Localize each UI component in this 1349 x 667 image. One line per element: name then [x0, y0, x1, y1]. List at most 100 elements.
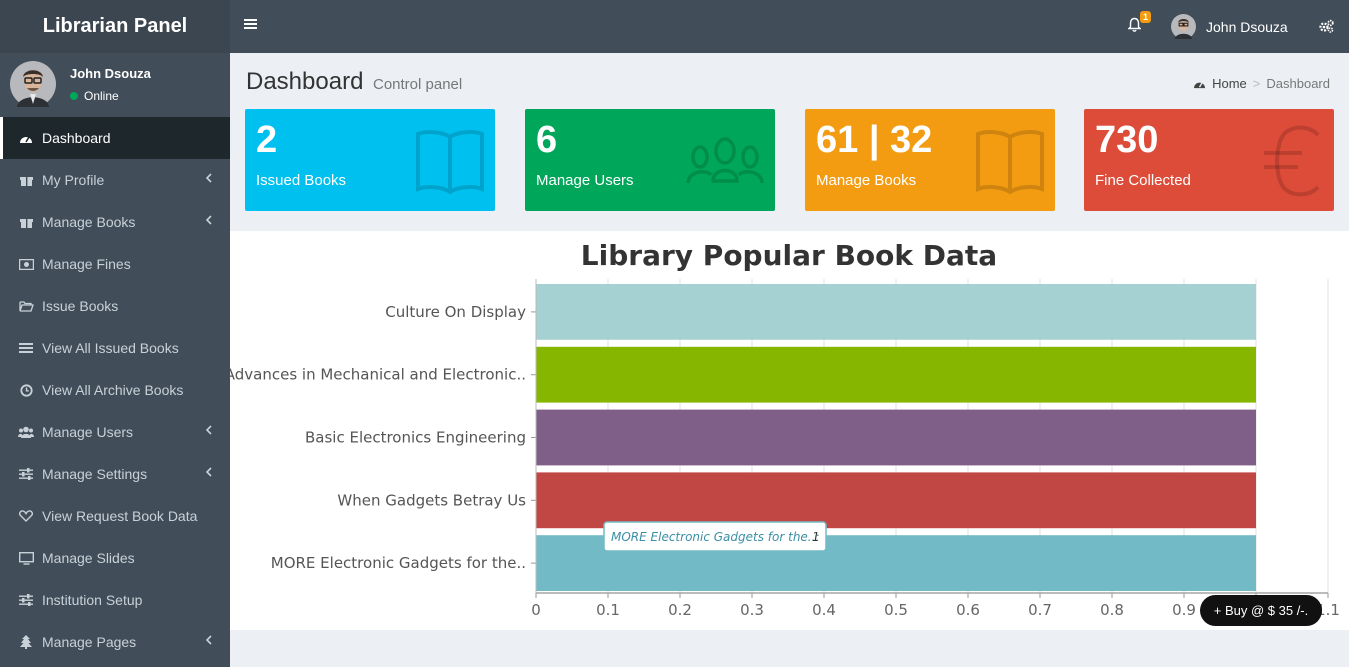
sidebar-item-view-issued-books[interactable]: View All Issued Books: [0, 327, 230, 369]
sidebar-item-label: Manage Fines: [42, 256, 131, 272]
bar: [536, 472, 1256, 529]
user-panel: John Dsouza Online: [0, 53, 230, 117]
users-icon: [18, 424, 34, 440]
chart-tooltip-label: MORE Electronic Gadgets for the..:: [611, 530, 819, 544]
manage-users-box[interactable]: 6 Manage Users: [525, 109, 775, 211]
sliders-icon: [18, 592, 34, 608]
x-tick-label: 0.3: [740, 601, 764, 619]
x-tick-label: 0.5: [884, 601, 908, 619]
chevron-left-icon: [205, 635, 212, 645]
chevron-left-icon: [205, 425, 212, 435]
sidebar-item-issue-books[interactable]: Issue Books: [0, 285, 230, 327]
euro-icon: [1264, 125, 1320, 197]
user-status-label: Online: [84, 89, 119, 103]
gift-icon: [18, 172, 34, 188]
sidebar-item-manage-settings[interactable]: Manage Settings: [0, 453, 230, 495]
breadcrumb-separator: >: [1252, 76, 1261, 91]
clock-icon: [18, 382, 34, 398]
bell-icon[interactable]: [1128, 17, 1141, 32]
sidebar-item-view-archive-books[interactable]: View All Archive Books: [0, 369, 230, 411]
box-value: 2: [256, 119, 278, 161]
gift-icon: [18, 214, 34, 230]
chevron-left-icon: [205, 173, 212, 183]
book-icon: [976, 130, 1044, 195]
y-tick-label: Advances in Mechanical and Electronic..: [230, 366, 526, 384]
x-tick-label: 0.9: [1172, 601, 1196, 619]
avatar: [10, 61, 56, 107]
sidebar-item-my-profile[interactable]: My Profile: [0, 159, 230, 201]
box-value: 730: [1095, 119, 1159, 161]
breadcrumb-home-link[interactable]: Home: [1212, 76, 1247, 91]
user-name: John Dsouza: [70, 66, 151, 81]
box-label: Fine Collected: [1095, 172, 1191, 189]
bar: [536, 346, 1256, 403]
buy-button[interactable]: + Buy @ $ 35 /-.: [1200, 595, 1322, 626]
sidebar-item-view-request-book-data[interactable]: View Request Book Data: [0, 495, 230, 537]
list-icon: [18, 340, 34, 356]
bar: [536, 284, 1256, 340]
dashboard-icon: [1194, 82, 1206, 89]
sidebar-item-label: Institution Setup: [42, 592, 143, 608]
sidebar-item-label: View Request Book Data: [42, 508, 198, 524]
issued-books-box[interactable]: 2 Issued Books: [245, 109, 495, 211]
header-user-name[interactable]: John Dsouza: [1206, 19, 1288, 35]
sidebar-item-manage-books[interactable]: Manage Books: [0, 201, 230, 243]
sidebar-item-dashboard[interactable]: Dashboard: [0, 117, 230, 159]
sidebar-item-label: Manage Pages: [42, 634, 137, 650]
sidebar-item-label: Manage Slides: [42, 550, 135, 566]
x-tick-label: 0.1: [596, 601, 620, 619]
x-tick-label: 1.1: [1316, 601, 1340, 619]
notification-count-badge: 1: [1140, 11, 1152, 23]
sliders-icon: [18, 466, 34, 482]
user-status: Online: [70, 89, 119, 103]
breadcrumb-current: Dashboard: [1266, 76, 1330, 91]
sidebar-item-label: Dashboard: [42, 130, 111, 146]
book-icon: [416, 130, 484, 195]
page-title: Dashboard: [246, 68, 364, 95]
popular-books-chart-panel: Library Popular Book Data Culture On Disp…: [230, 231, 1349, 630]
hamburger-menu-icon[interactable]: [244, 18, 257, 30]
sidebar-item-manage-slides[interactable]: Manage Slides: [0, 537, 230, 579]
online-dot-icon: [70, 92, 78, 100]
fine-collected-box[interactable]: 730 Fine Collected: [1084, 109, 1334, 211]
top-navbar: 1 John Dsouza: [230, 0, 1349, 53]
sidebar-item-label: Issue Books: [42, 298, 119, 314]
sidebar: Librarian Panel John Dsouza Online Dashb…: [0, 0, 230, 667]
box-label: Manage Books: [816, 172, 917, 189]
x-tick-label: 0: [531, 601, 541, 619]
breadcrumb: Home > Dashboard: [1193, 76, 1330, 91]
sidebar-item-manage-pages[interactable]: Manage Pages: [0, 621, 230, 663]
box-label: Manage Users: [536, 172, 634, 189]
bar: [536, 409, 1256, 466]
sidebar-item-label: Manage Books: [42, 214, 136, 230]
chevron-left-icon: [205, 467, 212, 477]
x-tick-label: 0.4: [812, 601, 836, 619]
sidebar-item-label: Manage Settings: [42, 466, 148, 482]
sidebar-item-label: My Profile: [42, 172, 105, 188]
y-tick-label: Basic Electronics Engineering: [305, 429, 526, 447]
box-label: Issued Books: [256, 172, 347, 189]
chart-tooltip-value: 1: [812, 530, 820, 544]
sidebar-item-label: View All Archive Books: [42, 382, 184, 398]
box-value: 6: [536, 119, 558, 161]
desktop-icon: [18, 550, 34, 566]
chart-tooltip: [603, 521, 827, 552]
sidebar-item-institution-setup[interactable]: Institution Setup: [0, 579, 230, 621]
chevron-left-icon: [205, 215, 212, 225]
header-avatar[interactable]: [1171, 14, 1196, 39]
heart-icon: [18, 508, 34, 524]
page-subtitle: Control panel: [373, 76, 463, 93]
sidebar-item-manage-users[interactable]: Manage Users: [0, 411, 230, 453]
popular-books-chart: Library Popular Book Data Culture On Disp…: [230, 239, 1340, 619]
manage-books-box[interactable]: 61 | 32 Manage Books: [805, 109, 1055, 211]
money-icon: [18, 256, 34, 272]
sidebar-item-label: View All Issued Books: [42, 340, 179, 356]
box-value: 61 | 32: [816, 119, 933, 161]
x-tick-label: 0.7: [1028, 601, 1052, 619]
chart-title: Library Popular Book Data: [581, 239, 997, 272]
brand-logo[interactable]: Librarian Panel: [0, 0, 230, 53]
sidebar-item-manage-fines[interactable]: Manage Fines: [0, 243, 230, 285]
x-tick-label: 0.2: [668, 601, 692, 619]
y-tick-label: MORE Electronic Gadgets for the..: [271, 554, 526, 572]
gears-icon[interactable]: [1319, 19, 1334, 33]
